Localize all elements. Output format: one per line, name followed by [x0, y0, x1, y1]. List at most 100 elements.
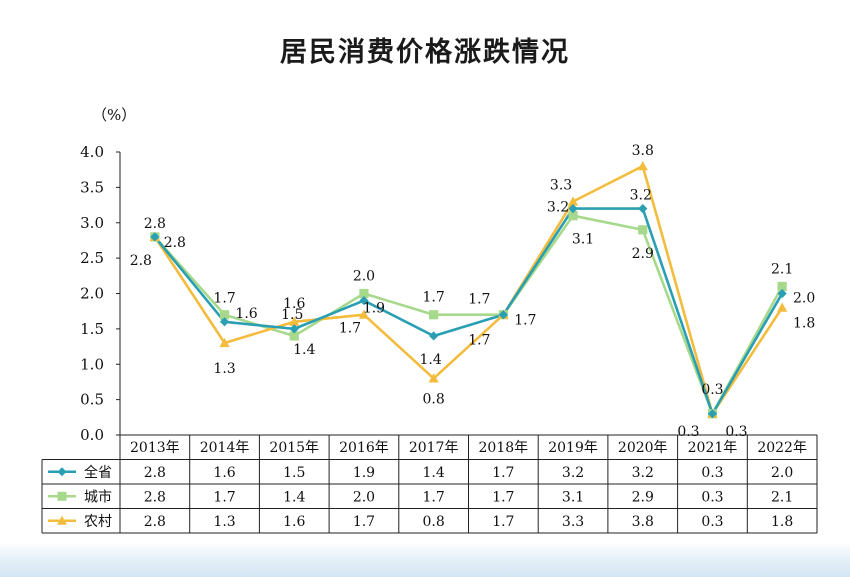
data-label: 1.4 — [420, 352, 442, 368]
data-label: 2.0 — [353, 269, 375, 285]
legend-key-marker — [57, 491, 67, 501]
data-point — [289, 316, 300, 326]
table-cell-value: 1.8 — [771, 514, 793, 530]
y-tick-label: 0.5 — [80, 391, 104, 409]
data-label: 3.3 — [550, 178, 572, 194]
data-point — [568, 211, 578, 221]
data-point — [777, 288, 787, 299]
data-label: 2.9 — [632, 246, 654, 262]
table-cell-value: 1.4 — [283, 489, 305, 505]
table-cell-value: 0.3 — [701, 514, 723, 530]
x-category-label: 2017年 — [409, 440, 459, 456]
data-point — [777, 281, 787, 292]
data-label: 3.1 — [572, 232, 594, 248]
table-cell-value: 2.9 — [632, 489, 654, 505]
table-cell-value: 0.8 — [423, 514, 445, 530]
x-category-label: 2013年 — [130, 440, 180, 456]
table-cell-value: 1.7 — [423, 489, 445, 505]
table-cell-value: 3.8 — [632, 514, 654, 530]
y-tick-label: 4.0 — [80, 143, 104, 161]
table-cell-value: 1.7 — [353, 514, 375, 530]
x-category-label: 2016年 — [339, 440, 389, 456]
table-cell-value: 3.2 — [632, 465, 654, 481]
data-point — [289, 331, 299, 341]
table-cell-value: 1.9 — [353, 465, 375, 481]
data-point — [219, 337, 230, 348]
y-tick-label: 2.5 — [80, 249, 104, 267]
y-tick-label: 3.5 — [80, 178, 104, 196]
data-point — [498, 310, 508, 320]
data-label: 1.3 — [213, 361, 235, 377]
table-cell-value: 3.1 — [562, 489, 584, 505]
table-cell-value: 2.8 — [144, 514, 166, 530]
y-tick-label: 1.5 — [80, 320, 104, 338]
legend-series-name: 全省 — [84, 464, 112, 481]
data-label: 2.0 — [793, 291, 815, 307]
table-cell-value: 2.8 — [144, 465, 166, 481]
x-category-label: 2019年 — [548, 440, 598, 456]
data-point — [289, 324, 299, 334]
table-cell-value: 1.4 — [423, 465, 445, 481]
data-label: 2.8 — [144, 216, 166, 232]
table-cell-value: 0.3 — [701, 465, 723, 481]
x-category-label: 2022年 — [757, 440, 807, 456]
data-label: 3.2 — [547, 200, 569, 216]
data-point — [359, 288, 369, 299]
data-point — [638, 225, 648, 235]
table-cell-value: 0.3 — [701, 489, 723, 505]
table-cell-value: 1.7 — [492, 489, 514, 505]
data-point — [638, 204, 648, 214]
data-label: 1.6 — [283, 296, 305, 312]
decorative-footer-band — [0, 543, 850, 577]
data-label: 1.7 — [213, 291, 235, 307]
series-line-农村 — [153, 164, 784, 416]
data-point — [637, 161, 648, 171]
table-cell-value: 3.2 — [562, 465, 584, 481]
data-label: 2.1 — [771, 261, 793, 277]
data-point — [429, 331, 439, 341]
data-label: 0.3 — [725, 424, 747, 440]
data-point — [428, 373, 439, 383]
data-label: 1.7 — [468, 292, 490, 308]
legend-series-name: 城市 — [84, 488, 112, 505]
table-cell-value: 2.1 — [771, 489, 793, 505]
chart-title: 居民消费价格涨跌情况 — [280, 37, 570, 68]
data-label: 0.3 — [677, 424, 699, 440]
data-point — [219, 310, 230, 320]
table-cell-value: 2.0 — [771, 465, 793, 481]
data-point — [777, 302, 788, 312]
legend-key-marker — [57, 515, 67, 525]
data-label: 3.8 — [632, 143, 654, 159]
data-label: 2.8 — [164, 235, 186, 251]
table-cell-value: 1.7 — [213, 489, 235, 505]
data-label: 1.7 — [514, 313, 536, 329]
data-point — [358, 309, 370, 319]
legend-series-name: 农村 — [84, 514, 112, 530]
y-axis-unit-label: （%） — [92, 106, 137, 124]
data-label: 3.2 — [630, 188, 652, 204]
data-point — [429, 310, 439, 320]
y-tick-label: 1.0 — [80, 355, 104, 373]
data-label: 1.4 — [293, 342, 315, 358]
data-label: 1.6 — [235, 306, 257, 322]
table-cell-value: 2.8 — [144, 489, 166, 505]
y-tick-label: 0.0 — [80, 426, 104, 444]
data-label: 1.9 — [363, 301, 385, 317]
data-point — [359, 295, 369, 306]
x-category-label: 2018年 — [479, 440, 529, 456]
x-category-label: 2020年 — [618, 440, 668, 456]
data-point — [707, 409, 718, 419]
data-label: 1.5 — [281, 307, 303, 323]
data-point — [219, 317, 230, 327]
data-point — [150, 232, 160, 242]
table-cell-value: 3.3 — [562, 514, 584, 530]
data-label: 0.3 — [701, 382, 723, 398]
y-tick-label: 2.0 — [80, 285, 104, 303]
data-label: 2.8 — [130, 253, 152, 269]
y-tick-label: 3.0 — [80, 214, 104, 232]
data-label: 1.8 — [793, 316, 815, 332]
table-cell-value: 2.0 — [353, 489, 375, 505]
table-cell-value: 1.7 — [492, 514, 514, 530]
data-label: 1.7 — [339, 321, 361, 337]
